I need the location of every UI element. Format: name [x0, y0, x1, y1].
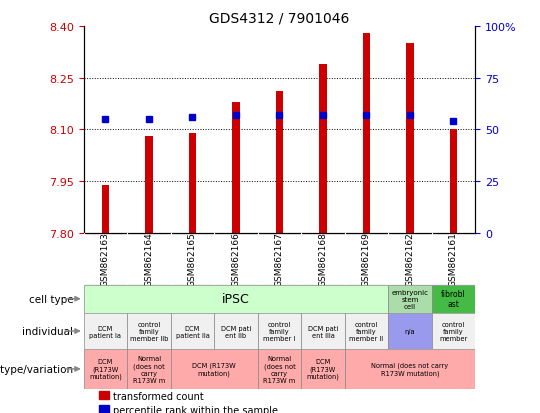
- Bar: [275, 92, 284, 233]
- Text: GSM862169: GSM862169: [362, 232, 371, 287]
- Text: control
family
member I: control family member I: [264, 321, 295, 341]
- Text: GSM862168: GSM862168: [319, 232, 327, 287]
- Bar: [449, 130, 457, 233]
- Text: control
family
member II: control family member II: [349, 321, 383, 341]
- Text: iPSC: iPSC: [222, 292, 250, 306]
- Text: GSM862163: GSM862163: [101, 232, 110, 287]
- Text: transformed count: transformed count: [113, 391, 204, 401]
- Text: DCM
patient Ia: DCM patient Ia: [90, 325, 122, 338]
- Bar: [188, 133, 197, 233]
- Text: DCM (R173W
mutation): DCM (R173W mutation): [192, 362, 236, 376]
- Bar: [431, 313, 475, 349]
- Bar: [388, 313, 431, 349]
- Text: DCM
patient IIa: DCM patient IIa: [176, 325, 210, 338]
- Bar: [301, 313, 345, 349]
- Text: Normal (does not carry
R173W mutation): Normal (does not carry R173W mutation): [372, 362, 449, 376]
- Text: fibrobl
ast: fibrobl ast: [441, 290, 466, 309]
- Bar: [84, 349, 127, 389]
- Bar: [345, 349, 475, 389]
- Title: GDS4312 / 7901046: GDS4312 / 7901046: [210, 12, 349, 26]
- Text: GSM862166: GSM862166: [232, 232, 240, 287]
- Bar: [345, 313, 388, 349]
- Bar: [406, 44, 414, 233]
- Bar: [214, 313, 258, 349]
- Bar: [99, 391, 109, 399]
- Bar: [127, 313, 171, 349]
- Text: DCM
(R173W
mutation): DCM (R173W mutation): [307, 358, 339, 380]
- Text: GSM862162: GSM862162: [406, 232, 415, 287]
- Text: GSM862165: GSM862165: [188, 232, 197, 287]
- Bar: [84, 285, 388, 313]
- Bar: [102, 185, 110, 233]
- Text: control
family
member: control family member: [440, 321, 468, 341]
- Bar: [99, 406, 109, 413]
- Text: GSM862164: GSM862164: [145, 232, 153, 287]
- Text: cell type: cell type: [29, 294, 80, 304]
- Bar: [127, 349, 171, 389]
- Text: GSM862161: GSM862161: [449, 232, 458, 287]
- Text: embryonic
stem
cell: embryonic stem cell: [392, 289, 428, 309]
- Bar: [319, 65, 327, 233]
- Text: DCM pati
ent IIIa: DCM pati ent IIIa: [308, 325, 338, 338]
- Bar: [171, 349, 258, 389]
- Text: Normal
(does not
carry
R173W m: Normal (does not carry R173W m: [133, 355, 165, 383]
- Text: DCM pati
ent IIb: DCM pati ent IIb: [221, 325, 251, 338]
- Bar: [258, 313, 301, 349]
- Bar: [431, 285, 475, 313]
- Bar: [232, 102, 240, 233]
- Bar: [145, 137, 153, 233]
- Bar: [84, 313, 127, 349]
- Text: control
family
member IIb: control family member IIb: [130, 321, 168, 341]
- Text: Normal
(does not
carry
R173W m: Normal (does not carry R173W m: [264, 355, 295, 383]
- Bar: [258, 349, 301, 389]
- Text: DCM
(R173W
mutation): DCM (R173W mutation): [89, 358, 122, 380]
- Bar: [362, 34, 370, 233]
- Text: genotype/variation: genotype/variation: [0, 364, 80, 374]
- Text: individual: individual: [22, 326, 80, 336]
- Text: GSM862167: GSM862167: [275, 232, 284, 287]
- Bar: [388, 285, 431, 313]
- Bar: [171, 313, 214, 349]
- Bar: [301, 349, 345, 389]
- Text: n/a: n/a: [404, 328, 415, 334]
- Text: percentile rank within the sample: percentile rank within the sample: [113, 405, 278, 413]
